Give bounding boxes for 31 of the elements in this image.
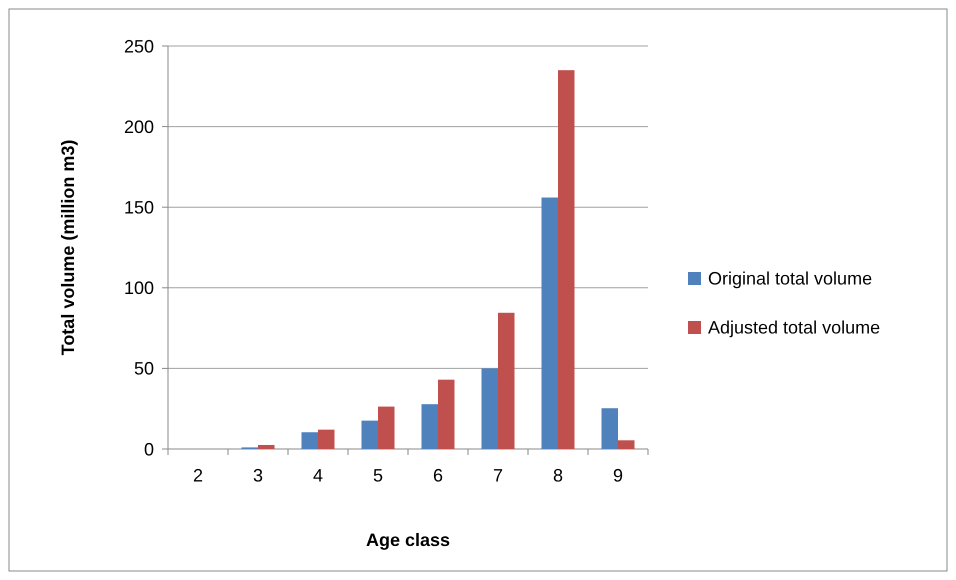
x-tick-label: 5: [372, 465, 384, 486]
x-tick-label: 2: [192, 465, 204, 486]
bar: [438, 380, 454, 449]
x-tick-label: 9: [612, 465, 624, 486]
x-axis-title: Age class: [366, 530, 450, 550]
x-tick-label: 6: [432, 465, 444, 486]
bar: [362, 420, 378, 449]
y-tick-label: 200: [124, 116, 154, 137]
x-tick-label: 8: [552, 465, 564, 486]
bar: [542, 198, 558, 449]
bar: [318, 430, 334, 449]
y-tick-label: 0: [144, 439, 154, 460]
y-tick-label: 150: [124, 198, 154, 218]
y-tick-label: 250: [124, 36, 154, 56]
bar: [602, 408, 618, 449]
x-tick-label: 7: [492, 465, 504, 486]
bar: [618, 440, 634, 449]
legend-label: Original total volume: [708, 268, 872, 288]
y-tick-label: 50: [134, 358, 154, 379]
bar: [258, 444, 274, 449]
y-tick-label: 100: [124, 278, 154, 298]
bar: [558, 70, 574, 449]
bar: [498, 312, 514, 449]
x-tick-label: 4: [312, 465, 324, 486]
x-tick-label: 3: [252, 465, 264, 486]
y-axis-title: Total volume (million m3): [58, 140, 78, 356]
bar: [378, 406, 394, 449]
bar: [302, 432, 318, 449]
legend-label: Adjusted total volume: [708, 317, 880, 338]
bar: [482, 368, 498, 449]
bar: [422, 404, 438, 449]
